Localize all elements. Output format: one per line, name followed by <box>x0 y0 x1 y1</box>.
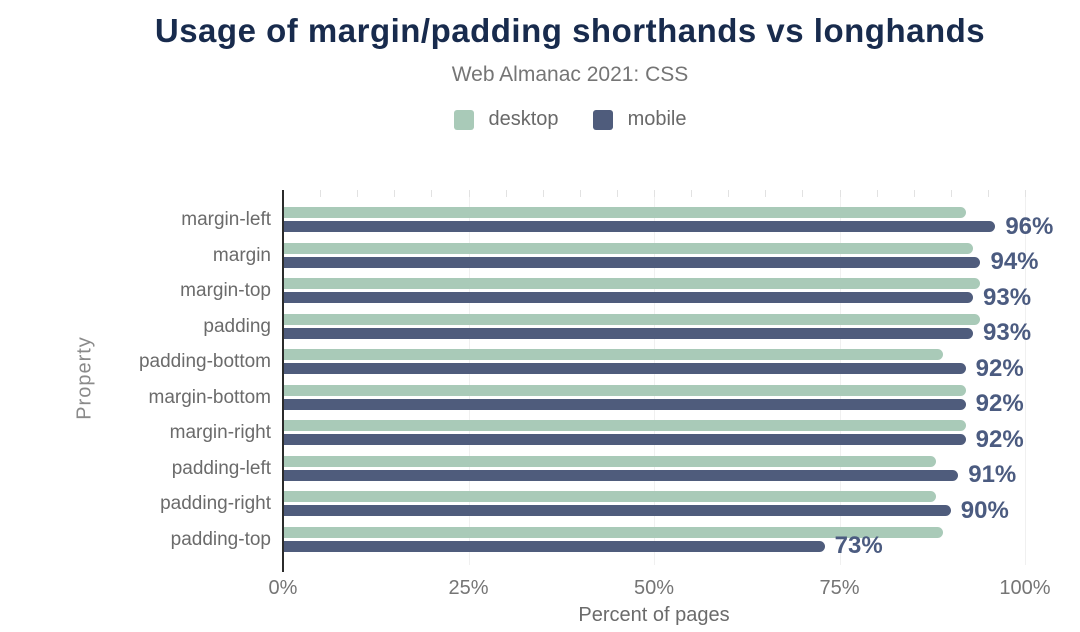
x-tick-label: 100% <box>999 577 1051 599</box>
minor-tick <box>839 190 841 197</box>
category-row: padding-right 90% <box>160 486 1025 524</box>
minor-tick <box>431 190 433 197</box>
minor-tick <box>913 190 915 197</box>
minor-tick <box>950 190 952 197</box>
value-label: 92% <box>975 354 1024 382</box>
minor-tick <box>802 190 804 197</box>
value-label: 90% <box>960 496 1009 524</box>
legend-label-desktop: desktop <box>488 108 559 130</box>
bar-desktop <box>283 384 966 396</box>
minor-tick <box>542 190 544 197</box>
x-axis-title: Percent of pages <box>578 604 730 626</box>
x-tick-label: 25% <box>448 577 489 599</box>
bar-mobile <box>283 469 959 481</box>
value-label: 92% <box>975 390 1024 417</box>
category-label: margin-right <box>169 422 271 443</box>
category-label: margin-left <box>181 209 271 230</box>
chart-header: Usage of margin/padding shorthands vs lo… <box>60 0 1080 131</box>
bar-mobile <box>283 398 966 410</box>
legend-swatch-mobile <box>592 109 613 130</box>
value-label: 94% <box>990 248 1039 275</box>
bar-desktop <box>283 526 944 538</box>
minor-tick <box>876 190 878 197</box>
x-tick-label: 0% <box>268 577 298 599</box>
gridline <box>654 190 655 565</box>
category-label: padding-left <box>171 457 271 479</box>
x-tick-label: 50% <box>633 577 675 599</box>
legend: desktop mobile <box>60 108 1080 131</box>
gridline <box>468 190 470 565</box>
category-row: padding 93% <box>203 309 1031 346</box>
category-row: margin-bottom 92% <box>149 380 1025 417</box>
bar-mobile <box>283 256 981 268</box>
minor-tick <box>654 190 655 197</box>
category-row: padding-bottom 92% <box>139 344 1025 382</box>
chart-subtitle: Web Almanac 2021: CSS <box>451 63 689 86</box>
minor-tick <box>765 190 767 197</box>
value-label: 96% <box>1005 212 1054 240</box>
legend-swatch-desktop <box>453 109 474 130</box>
bar-desktop <box>283 491 936 502</box>
minor-tick <box>394 190 396 197</box>
category-row: margin-left 96% <box>181 202 1053 240</box>
category-row: padding-left 91% <box>172 451 1025 488</box>
minor-tick <box>987 190 989 197</box>
category-label: padding <box>203 315 271 337</box>
bar-desktop <box>283 455 936 467</box>
bar-desktop <box>283 420 966 431</box>
value-label: 91% <box>968 461 1017 488</box>
value-label: 93% <box>983 319 1032 346</box>
x-axis-tick-labels: 0% 25% 50% 75% 100% <box>269 577 1051 601</box>
bar-desktop <box>283 278 981 289</box>
minor-tick <box>616 190 618 197</box>
plot-area: margin-left 96% margin 94% margin-top 93… <box>139 190 1053 572</box>
bar-mobile <box>283 221 996 232</box>
minor-tick <box>691 190 693 197</box>
bar-mobile <box>283 292 974 303</box>
y-axis-line <box>282 190 284 572</box>
category-label: padding-top <box>170 528 271 550</box>
y-axis-title: Property <box>73 336 96 420</box>
gridline <box>1025 190 1026 565</box>
category-row: margin-right 92% <box>170 415 1025 453</box>
value-label: 93% <box>983 283 1032 311</box>
value-label: 73% <box>834 532 883 559</box>
category-label: padding-right <box>160 493 271 514</box>
bar-mobile <box>283 540 825 552</box>
legend-label-mobile: mobile <box>627 108 687 130</box>
minor-tick <box>1025 190 1026 197</box>
bar-desktop <box>283 207 966 218</box>
category-label: margin-bottom <box>148 386 272 408</box>
minor-tick <box>728 190 730 197</box>
category-row: padding-top 73% <box>171 522 1025 559</box>
bar-desktop <box>283 242 974 254</box>
bar-mobile <box>283 327 974 339</box>
legend-item-mobile: mobile <box>592 108 687 131</box>
category-row: margin-top 93% <box>180 273 1031 311</box>
bar-mobile <box>283 363 966 374</box>
minor-tick <box>505 190 507 197</box>
category-row: margin 94% <box>213 238 1039 275</box>
value-label: 92% <box>975 425 1024 453</box>
category-label: margin <box>212 244 271 266</box>
legend-item-desktop: desktop <box>453 108 559 131</box>
chart-title: Usage of margin/padding shorthands vs lo… <box>154 12 986 49</box>
bar-mobile <box>283 434 966 445</box>
category-label: margin-top <box>180 280 271 301</box>
minor-tick <box>320 190 322 197</box>
minor-tick <box>357 190 359 197</box>
x-tick-label: 75% <box>819 577 860 599</box>
bar-desktop <box>283 313 981 325</box>
bar-rows: margin-left 96% margin 94% margin-top 93… <box>139 202 1053 559</box>
minor-tick <box>468 190 470 197</box>
gridline <box>839 190 841 565</box>
category-label: padding-bottom <box>138 351 271 372</box>
bar-desktop <box>283 349 944 360</box>
minor-tick <box>579 190 581 197</box>
bar-mobile <box>283 505 951 516</box>
